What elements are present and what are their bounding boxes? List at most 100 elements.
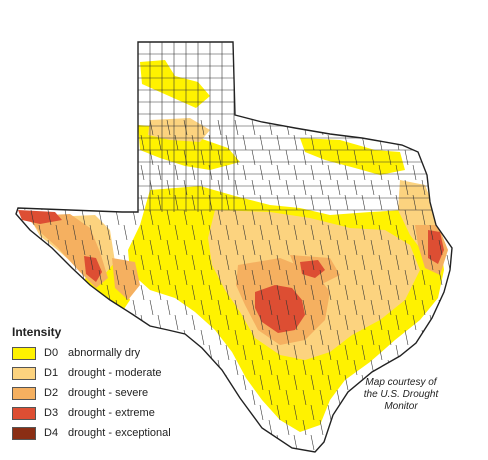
county-line [285,329,290,346]
county-line [276,164,281,181]
county-line [242,254,247,271]
county-line [132,239,137,256]
county-line [89,224,94,241]
county-line [259,344,264,361]
county-line [251,449,256,452]
county-line [16,149,18,166]
county-line [446,314,451,331]
county-line [21,284,26,301]
county-line [166,179,171,196]
county-line [234,419,239,436]
county-line [327,254,332,271]
county-line [421,209,426,226]
county-line [106,194,111,211]
county-line [344,314,349,331]
county-line [336,119,341,136]
county-line [38,194,43,211]
legend-swatch-d2 [12,386,36,400]
county-line [64,239,69,256]
county-line [336,419,341,436]
county-line [268,449,273,452]
county-line [234,119,239,136]
county-line [183,179,188,196]
county-line [157,164,162,181]
county-line [370,179,375,196]
county-line [38,284,43,301]
legend-label-d3: drought - extreme [68,407,155,419]
county-line [446,164,451,181]
county-line [421,449,426,452]
county-line [404,119,409,136]
county-line [344,434,349,451]
county-line [276,344,281,361]
county-line [251,239,256,256]
county-line [285,299,290,316]
county-line [353,269,358,286]
county-line [412,254,417,271]
county-line [302,209,307,226]
county-line [64,449,69,452]
county-line [344,134,349,151]
county-line [319,209,324,226]
county-line [217,209,222,226]
county-line [72,194,77,211]
county-line [132,269,137,286]
county-line [378,284,383,301]
county-line [166,149,171,166]
county-line [293,404,298,421]
county-line [16,269,18,286]
county-line [200,239,205,256]
county-line [149,119,154,136]
county-line [166,299,171,316]
county-line [302,299,307,316]
county-line [285,209,290,226]
county-line [81,299,86,316]
legend-swatch-d0 [12,346,36,360]
county-line [208,434,213,451]
county-line [276,134,281,151]
county-line [208,224,213,241]
county-line [361,314,366,331]
county-line [123,224,128,241]
county-line [438,449,443,452]
county-line [234,449,239,452]
county-line [174,254,179,271]
county-line [268,269,273,286]
county-line [115,209,120,226]
county-line [140,194,145,211]
county-line [353,329,358,346]
legend-code-d1: D1 [44,367,59,379]
county-line [404,179,409,196]
d0-area-panhandle [140,60,210,108]
county-line [327,194,332,211]
county-line [106,224,111,241]
county-line [157,194,162,211]
county-line [64,269,69,286]
county-line [72,254,77,271]
county-line [89,134,94,151]
county-line [123,164,128,181]
d3-area-el-paso [18,210,62,224]
county-line [234,179,239,196]
county-line [47,149,52,166]
county-line [319,389,324,406]
county-line [47,269,52,286]
county-line [370,329,375,346]
county-line [378,254,383,271]
county-line [234,149,239,166]
county-line [361,164,366,181]
county-line [166,239,171,256]
county-line [395,434,400,451]
county-line [276,194,281,211]
county-line [64,119,69,136]
county-line [115,239,120,256]
county-line [268,329,273,346]
county-line [268,359,273,376]
county-line [47,119,52,136]
county-line [132,299,137,316]
county-line [336,299,341,316]
legend-label-d1: drought - moderate [68,367,162,379]
county-line [132,149,137,166]
county-line [140,164,145,181]
